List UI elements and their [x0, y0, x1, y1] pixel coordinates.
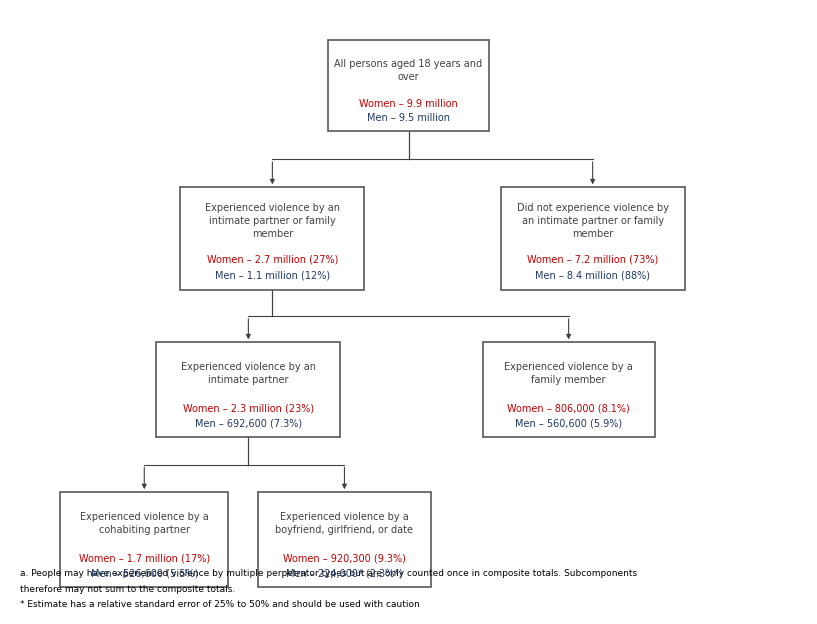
Text: Women – 1.7 million (17%): Women – 1.7 million (17%)	[78, 553, 210, 563]
Text: * Estimate has a relative standard error of 25% to 50% and should be used with c: * Estimate has a relative standard error…	[20, 600, 420, 609]
Text: Men – 560,600 (5.9%): Men – 560,600 (5.9%)	[515, 419, 623, 429]
FancyBboxPatch shape	[156, 343, 341, 437]
Text: Experienced violence by an
intimate partner or family
member: Experienced violence by an intimate part…	[205, 203, 340, 240]
Text: Women – 806,000 (8.1%): Women – 806,000 (8.1%)	[507, 404, 630, 414]
Text: Men – 526,600 (5.5%): Men – 526,600 (5.5%)	[91, 568, 198, 578]
Text: Experienced violence by an
intimate partner: Experienced violence by an intimate part…	[181, 362, 316, 385]
FancyBboxPatch shape	[60, 492, 228, 587]
Text: All persons aged 18 years and
over: All persons aged 18 years and over	[334, 59, 483, 82]
FancyBboxPatch shape	[501, 187, 685, 290]
Text: Men – 224,000* (2.3%*): Men – 224,000* (2.3%*)	[286, 568, 403, 578]
FancyBboxPatch shape	[181, 187, 364, 290]
Text: Experienced violence by a
family member: Experienced violence by a family member	[504, 362, 633, 385]
FancyBboxPatch shape	[258, 492, 431, 587]
Text: Experienced violence by a
cohabiting partner: Experienced violence by a cohabiting par…	[80, 512, 208, 535]
Text: Men – 1.1 million (12%): Men – 1.1 million (12%)	[215, 271, 330, 281]
FancyBboxPatch shape	[328, 41, 489, 131]
Text: Women – 2.7 million (27%): Women – 2.7 million (27%)	[207, 254, 338, 264]
Text: therefore may not sum to the composite totals.: therefore may not sum to the composite t…	[20, 585, 235, 594]
Text: Men – 8.4 million (88%): Men – 8.4 million (88%)	[535, 271, 650, 281]
Text: Women – 7.2 million (73%): Women – 7.2 million (73%)	[527, 254, 659, 264]
Text: Experienced violence by a
boyfriend, girlfriend, or date: Experienced violence by a boyfriend, gir…	[275, 512, 413, 535]
Text: Men – 9.5 million: Men – 9.5 million	[367, 114, 450, 124]
Text: Men – 692,600 (7.3%): Men – 692,600 (7.3%)	[194, 419, 302, 429]
Text: Women – 920,300 (9.3%): Women – 920,300 (9.3%)	[283, 553, 406, 563]
FancyBboxPatch shape	[483, 343, 654, 437]
Text: Women – 2.3 million (23%): Women – 2.3 million (23%)	[183, 404, 314, 414]
Text: Did not experience violence by
an intimate partner or family
member: Did not experience violence by an intima…	[516, 203, 668, 240]
Text: Women – 9.9 million: Women – 9.9 million	[359, 99, 458, 109]
Text: a. People may have experienced violence by multiple perpetrator types but are on: a. People may have experienced violence …	[20, 569, 637, 578]
